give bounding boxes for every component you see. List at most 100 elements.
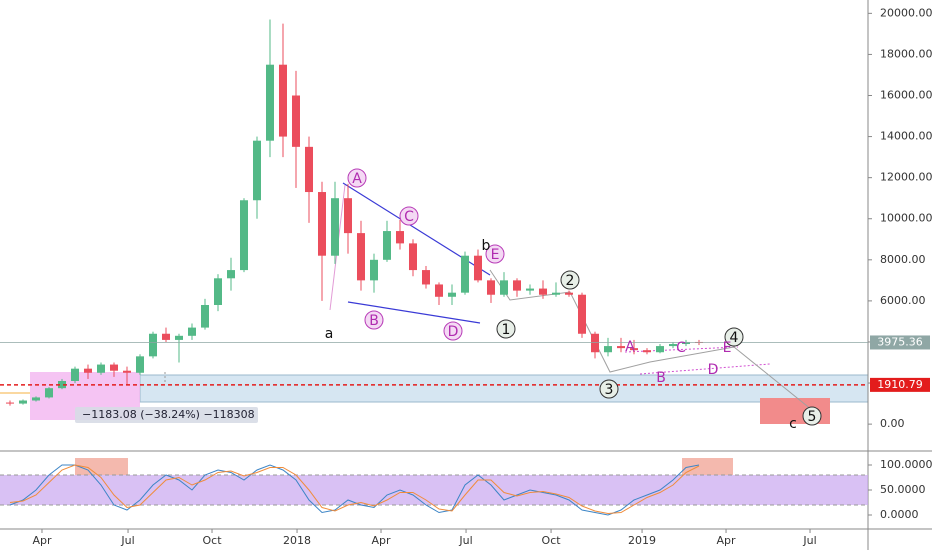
candle-body [603, 346, 612, 353]
candle-body [382, 231, 391, 260]
annotation: D [448, 324, 459, 340]
candle-body [577, 294, 586, 334]
annotation: C [404, 209, 414, 225]
price-label: 3975.36 [877, 335, 923, 348]
candle-body [369, 259, 378, 281]
candle-body [135, 356, 144, 373]
measure-box [75, 407, 258, 423]
annotation-circle [724, 327, 744, 347]
candle-body [148, 333, 157, 357]
annotation: A [352, 171, 362, 187]
annotation: b [482, 238, 491, 254]
annotation-circle [599, 379, 619, 399]
y-tick-label: 10000.00 [880, 212, 932, 225]
y-tick-label: 0.00 [880, 417, 905, 430]
x-tick-label: 2018 [283, 534, 311, 547]
y-tick-label: 6000.00 [880, 294, 926, 307]
candle-body [655, 346, 664, 353]
candle-body [317, 192, 326, 256]
annotation: B [369, 313, 379, 329]
annotation: 3 [605, 382, 614, 398]
candle-body [239, 200, 248, 271]
annotation: A [625, 339, 635, 355]
candle-body [70, 368, 79, 381]
x-tick-label: Oct [203, 534, 223, 547]
candle-body [304, 146, 313, 193]
annotation-circle [485, 244, 505, 264]
candle-body [278, 64, 287, 137]
candle-body [551, 292, 560, 295]
candle-body [590, 333, 599, 353]
wave-path [489, 269, 813, 411]
candle-body [486, 280, 495, 295]
annotation: 4 [730, 330, 739, 346]
candle-body [421, 270, 430, 285]
candle-body [174, 335, 183, 340]
support-zone [139, 374, 869, 403]
indicator-tick-label: 0.0000 [880, 508, 919, 521]
x-tick-label: Oct [542, 534, 562, 547]
candle-body [122, 370, 131, 373]
y-tick-label: 12000.00 [880, 171, 932, 184]
annotation: B [656, 370, 666, 386]
candle-body [681, 341, 690, 345]
candle-body [5, 402, 14, 404]
candle-body [343, 198, 352, 234]
candle-body [460, 255, 469, 293]
x-tick-label: Apr [32, 534, 52, 547]
candle-body [447, 292, 456, 297]
candle-body [434, 284, 443, 297]
x-tick-label: Jul [120, 534, 134, 547]
annotation: 1 [502, 322, 511, 338]
candle-body [629, 348, 638, 351]
indicator-tick-label: 50.0000 [880, 483, 926, 496]
candle-body [57, 380, 66, 389]
triangle-line [347, 301, 481, 324]
annotation: E [491, 247, 500, 263]
annotation: 2 [566, 273, 575, 289]
candle-body [356, 233, 365, 281]
triangle-line [639, 363, 771, 375]
candle-body [213, 278, 222, 305]
annotation-circle [347, 168, 367, 188]
candle-body [265, 64, 274, 141]
indicator-line [9, 464, 700, 515]
x-tick-label: Apr [372, 534, 392, 547]
candle-body [642, 350, 651, 353]
measure-label: −1183.08 (−38.24%) −118308 [82, 408, 255, 421]
candle-body [31, 397, 40, 401]
candle-body [473, 255, 482, 281]
x-tick-label: Jul [458, 534, 472, 547]
annotation: D [708, 362, 719, 378]
annotation-circle [496, 319, 516, 339]
candle-body [291, 95, 300, 147]
x-tick-label: Apr [717, 534, 737, 547]
candle-body [395, 231, 404, 244]
x-tick-label: 2019 [628, 534, 656, 547]
annotation: E [723, 340, 732, 356]
annotation-circle [399, 206, 419, 226]
candle-body [161, 333, 170, 340]
candle-body [200, 304, 209, 328]
annotation-circle [802, 406, 822, 426]
candle-body [226, 270, 235, 279]
indicator-line [9, 464, 700, 516]
annotation-circle [364, 310, 384, 330]
candle-body [96, 364, 105, 373]
candle-body [252, 140, 261, 201]
candle-body [512, 280, 521, 291]
candle-body [499, 280, 508, 295]
y-tick-label: 18000.00 [880, 47, 932, 60]
price-label: 1910.79 [877, 378, 923, 391]
x-tick-label: Jul [802, 534, 816, 547]
y-tick-label: 8000.00 [880, 253, 926, 266]
indicator-tick-label: 100.0000 [880, 458, 932, 471]
candle-body [668, 344, 677, 347]
triangle-line [624, 346, 739, 353]
candle-body [408, 243, 417, 271]
price-label-box [870, 335, 930, 350]
candle-body [538, 288, 547, 295]
candle-body [44, 388, 53, 398]
